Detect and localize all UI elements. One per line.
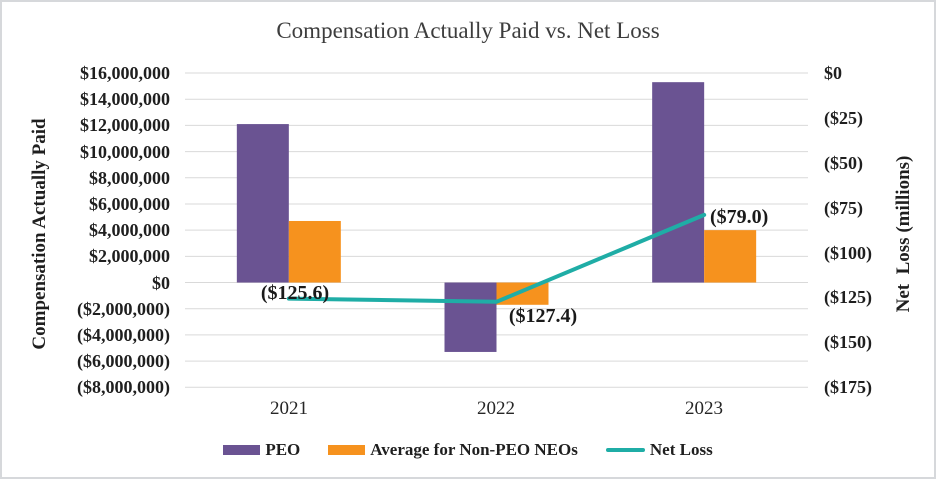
y-axis-right-tick-label: ($175) xyxy=(824,377,872,397)
net-loss-line-swatch-icon xyxy=(605,448,645,452)
y-axis-right-tick-label: ($75) xyxy=(824,198,863,218)
y-axis-left-tick-label: $4,000,000 xyxy=(89,220,170,240)
y-axis-left-tick-label: $2,000,000 xyxy=(89,246,170,266)
peo-swatch-icon xyxy=(223,445,261,455)
non-peo-neos-swatch-icon xyxy=(328,445,366,455)
legend-label-non-peo-neos: Average for Non-PEO NEOs xyxy=(370,440,578,459)
legend-label-net-loss: Net Loss xyxy=(649,440,713,459)
x-axis-category-label: 2021 xyxy=(270,398,308,419)
chart-title: Compensation Actually Paid vs. Net Loss xyxy=(276,18,660,43)
y-axis-left-tick-label: $12,000,000 xyxy=(80,115,170,135)
y-axis-right-tick-label: ($100) xyxy=(824,243,872,263)
y-axis-right-tick-label: ($50) xyxy=(824,153,863,173)
bar-peo-2021 xyxy=(236,124,289,283)
y-axis-right-tick-label: $0 xyxy=(824,63,842,83)
x-axis-category-label: 2022 xyxy=(477,398,515,419)
y-axis-right-title: Net Loss (millions) xyxy=(893,155,914,313)
y-axis-left-tick-label: ($2,000,000) xyxy=(77,299,170,319)
y-axis-left-tick-label: ($4,000,000) xyxy=(77,325,170,345)
bar-average-for-non-peo-neos-2023 xyxy=(704,230,757,283)
y-axis-left-tick-label: $6,000,000 xyxy=(89,194,170,214)
y-axis-left-tick-label: $8,000,000 xyxy=(89,168,170,188)
y-axis-left-tick-label: ($6,000,000) xyxy=(77,351,170,371)
legend-item-net-loss: Net Loss xyxy=(605,440,713,460)
y-axis-left-tick-label: $10,000,000 xyxy=(80,142,170,162)
y-axis-right-tick-label: ($150) xyxy=(824,332,872,352)
net-loss-data-label-2022: ($127.4) xyxy=(508,305,578,327)
y-axis-left-tick-label: $14,000,000 xyxy=(80,89,170,109)
chart-legend: PEO Average for Non-PEO NEOs Net Loss xyxy=(2,439,934,461)
legend-item-peo: PEO xyxy=(223,440,300,460)
y-axis-right-tick-label: ($25) xyxy=(824,108,863,128)
net-loss-data-label-2023: ($79.0) xyxy=(710,206,769,228)
bar-average-for-non-peo-neos-2022 xyxy=(496,282,549,305)
y-axis-left-tick-label: ($8,000,000) xyxy=(77,377,170,397)
y-axis-right-tick-label: ($125) xyxy=(824,287,872,307)
net-loss-line xyxy=(286,212,707,304)
bar-average-for-non-peo-neos-2021 xyxy=(288,220,341,283)
y-axis-left-tick-label: $0 xyxy=(152,273,170,293)
legend-item-non-peo-neos: Average for Non-PEO NEOs xyxy=(328,440,578,460)
net-loss-data-label-2021: ($125.6) xyxy=(260,282,330,304)
y-axis-left-tick-label: $16,000,000 xyxy=(80,63,170,83)
legend-label-peo: PEO xyxy=(265,440,301,459)
bar-peo-2023 xyxy=(652,82,705,283)
x-axis-category-label: 2023 xyxy=(685,398,723,419)
bar-peo-2022 xyxy=(444,282,497,352)
y-axis-left-title: Compensation Actually Paid xyxy=(29,118,50,350)
